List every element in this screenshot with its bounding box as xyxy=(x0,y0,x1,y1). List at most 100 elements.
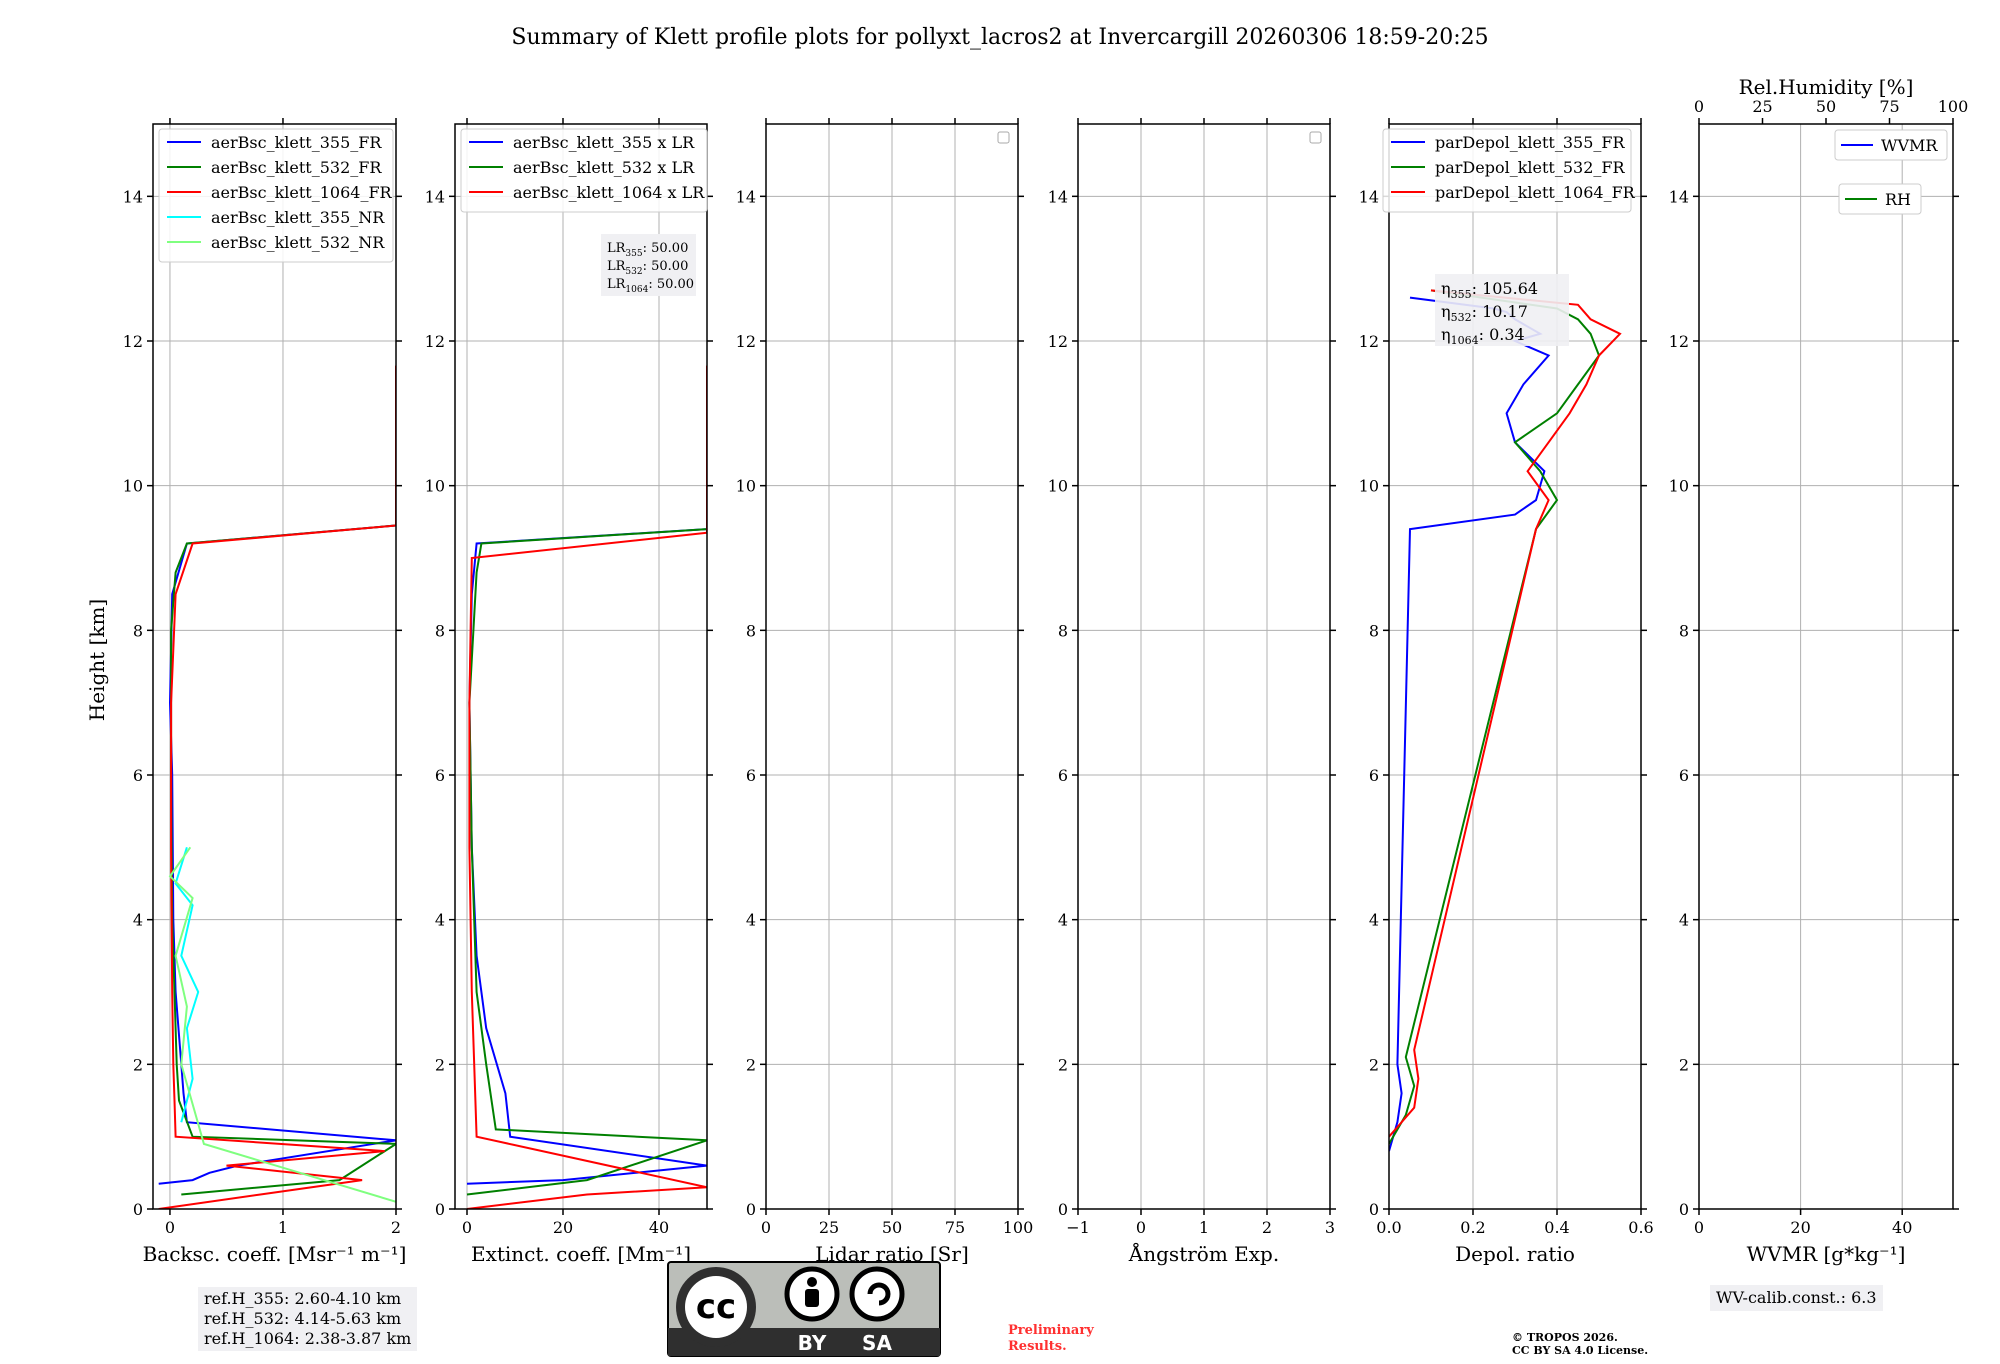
y-tick-label: 14 xyxy=(425,187,445,206)
lr-annotation-box xyxy=(601,234,696,296)
by-icon-head xyxy=(807,1277,817,1287)
cc-logo-text: cc xyxy=(696,1287,736,1327)
top-tick-label: 50 xyxy=(1816,97,1836,116)
legend-label-RH: RH xyxy=(1885,190,1911,209)
sa-icon xyxy=(849,1266,905,1322)
y-tick-label: 14 xyxy=(1048,187,1068,206)
x-tick-label: 0.2 xyxy=(1460,1218,1485,1237)
legend-box-WVMR xyxy=(1834,129,1948,161)
panel-frame xyxy=(1698,123,1954,1210)
x-tick-label: 0 xyxy=(462,1218,472,1237)
y-tick-label: 2 xyxy=(746,1055,756,1074)
legend-box xyxy=(1382,128,1632,213)
series-aerBsc_klett_532_FR xyxy=(170,391,396,1196)
series-group xyxy=(158,365,396,1209)
y-tick-label: 10 xyxy=(1669,477,1689,496)
y-tick-label: 10 xyxy=(123,477,143,496)
y-tick-label: 0 xyxy=(1369,1200,1379,1219)
legend-label: aerBsc_klett_1064 x LR xyxy=(513,183,705,202)
copyright-line-1: © TROPOS 2026. xyxy=(1512,1331,1618,1344)
x-tick-label: −1 xyxy=(1066,1218,1090,1237)
y-tick-label: 10 xyxy=(736,477,756,496)
preliminary-line-1: Preliminary xyxy=(1008,1323,1094,1338)
y-tick-label: 14 xyxy=(123,187,143,206)
legend-label-WVMR: WVMR xyxy=(1881,136,1938,155)
y-tick-label: 6 xyxy=(133,766,143,785)
legend-label: aerBsc_klett_355 x LR xyxy=(513,133,695,152)
y-tick-label: 12 xyxy=(425,332,445,351)
legend-label: aerBsc_klett_355_FR xyxy=(211,133,382,152)
x-tick-label: 50 xyxy=(882,1218,902,1237)
y-tick-label: 0 xyxy=(1679,1200,1689,1219)
y-tick-label: 4 xyxy=(1058,911,1068,930)
top-axis-label: Rel.Humidity [%] xyxy=(1739,75,1914,99)
y-tick-label: 8 xyxy=(746,621,756,640)
x-tick-label: 0.0 xyxy=(1376,1218,1401,1237)
top-tick-label: 100 xyxy=(1938,97,1969,116)
x-tick-label: 2 xyxy=(391,1218,401,1237)
legend-label: aerBsc_klett_532_FR xyxy=(211,158,382,177)
x-tick-label: 3 xyxy=(1325,1218,1335,1237)
eta-annotation-box xyxy=(1435,274,1569,346)
top-tick-label: 25 xyxy=(1752,97,1772,116)
legend-label: aerBsc_klett_1064_FR xyxy=(211,183,393,202)
by-icon-body xyxy=(805,1289,819,1307)
y-tick-label: 12 xyxy=(1669,332,1689,351)
x-axis-label: Extinct. coeff. [Mm⁻¹] xyxy=(471,1242,691,1266)
lr-annotation-line: LR1064: 50.00 xyxy=(607,277,694,295)
x-tick-label: 0 xyxy=(1136,1218,1146,1237)
y-tick-label: 8 xyxy=(435,621,445,640)
preliminary-line-2: Results. xyxy=(1008,1339,1067,1354)
y-tick-label: 14 xyxy=(1669,187,1689,206)
x-tick-label: 1 xyxy=(1199,1218,1209,1237)
legend-label: aerBsc_klett_532 x LR xyxy=(513,158,695,177)
y-tick-label: 12 xyxy=(1048,332,1068,351)
legend-box xyxy=(460,128,708,213)
y-tick-label: 2 xyxy=(1369,1055,1379,1074)
empty-legend xyxy=(1309,131,1322,144)
x-tick-label: 25 xyxy=(819,1218,839,1237)
legend-box-RH xyxy=(1838,183,1922,215)
wv-calib-box: WV-calib.const.: 6.3 xyxy=(1710,1285,1883,1311)
legend-label: parDepol_klett_532_FR xyxy=(1435,158,1626,177)
y-tick-label: 2 xyxy=(435,1055,445,1074)
panel-depol: 0 2 4 6 8 10 12 14 0.0 0.2 0.4 0.6 Depol. ratio parDe… xyxy=(1359,118,1654,1266)
x-tick-label: 0 xyxy=(1694,1218,1704,1237)
figure-title: Summary of Klett profile plots for polly… xyxy=(511,25,1488,50)
y-tick-label: 6 xyxy=(1369,766,1379,785)
lr-annotation-line: LR355: 50.00 xyxy=(607,241,688,259)
ref-height-1064: ref.H_1064: 2.38-3.87 km xyxy=(204,1329,412,1348)
x-tick-label: 2 xyxy=(1262,1218,1272,1237)
y-tick-label: 8 xyxy=(1058,621,1068,640)
x-tick-label: 40 xyxy=(649,1218,669,1237)
x-axis-label: Depol. ratio xyxy=(1455,1242,1575,1266)
lr-annotation-line: LR532: 50.00 xyxy=(607,259,688,277)
empty-legend xyxy=(997,131,1010,144)
y-tick-label: 8 xyxy=(1369,621,1379,640)
y-tick-label: 4 xyxy=(1369,911,1379,930)
y-tick-label: 4 xyxy=(746,911,756,930)
series-parDepol_klett_532_FR xyxy=(1389,289,1601,1145)
y-tick-label: 0 xyxy=(746,1200,756,1219)
y-tick-label: 10 xyxy=(1048,477,1068,496)
copyright-line-2: CC BY SA 4.0 License. xyxy=(1512,1344,1648,1357)
y-tick-label: 8 xyxy=(1679,621,1689,640)
y-tick-label: 14 xyxy=(736,187,756,206)
y-tick-label: 4 xyxy=(1679,911,1689,930)
y-tick-label: 12 xyxy=(123,332,143,351)
y-tick-label: 6 xyxy=(746,766,756,785)
x-tick-label: 75 xyxy=(945,1218,965,1237)
eta-annotation-line: η1064: 0.34 xyxy=(1441,325,1525,347)
eta-annotation-line: η355: 105.64 xyxy=(1441,279,1538,301)
series-parDepol_klett_1064_FR xyxy=(1389,289,1622,1138)
x-axis-label: WVMR [g*kg⁻¹] xyxy=(1747,1242,1906,1266)
y-tick-label: 2 xyxy=(133,1055,143,1074)
panel-extinction: 0 2 4 6 8 10 12 14 0 20 40 Extinct. coeff. [Mm⁻¹] ae… xyxy=(425,118,713,1266)
y-tick-label: 10 xyxy=(1359,477,1379,496)
y-tick-label: 12 xyxy=(736,332,756,351)
legend-label: parDepol_klett_1064_FR xyxy=(1435,183,1636,202)
